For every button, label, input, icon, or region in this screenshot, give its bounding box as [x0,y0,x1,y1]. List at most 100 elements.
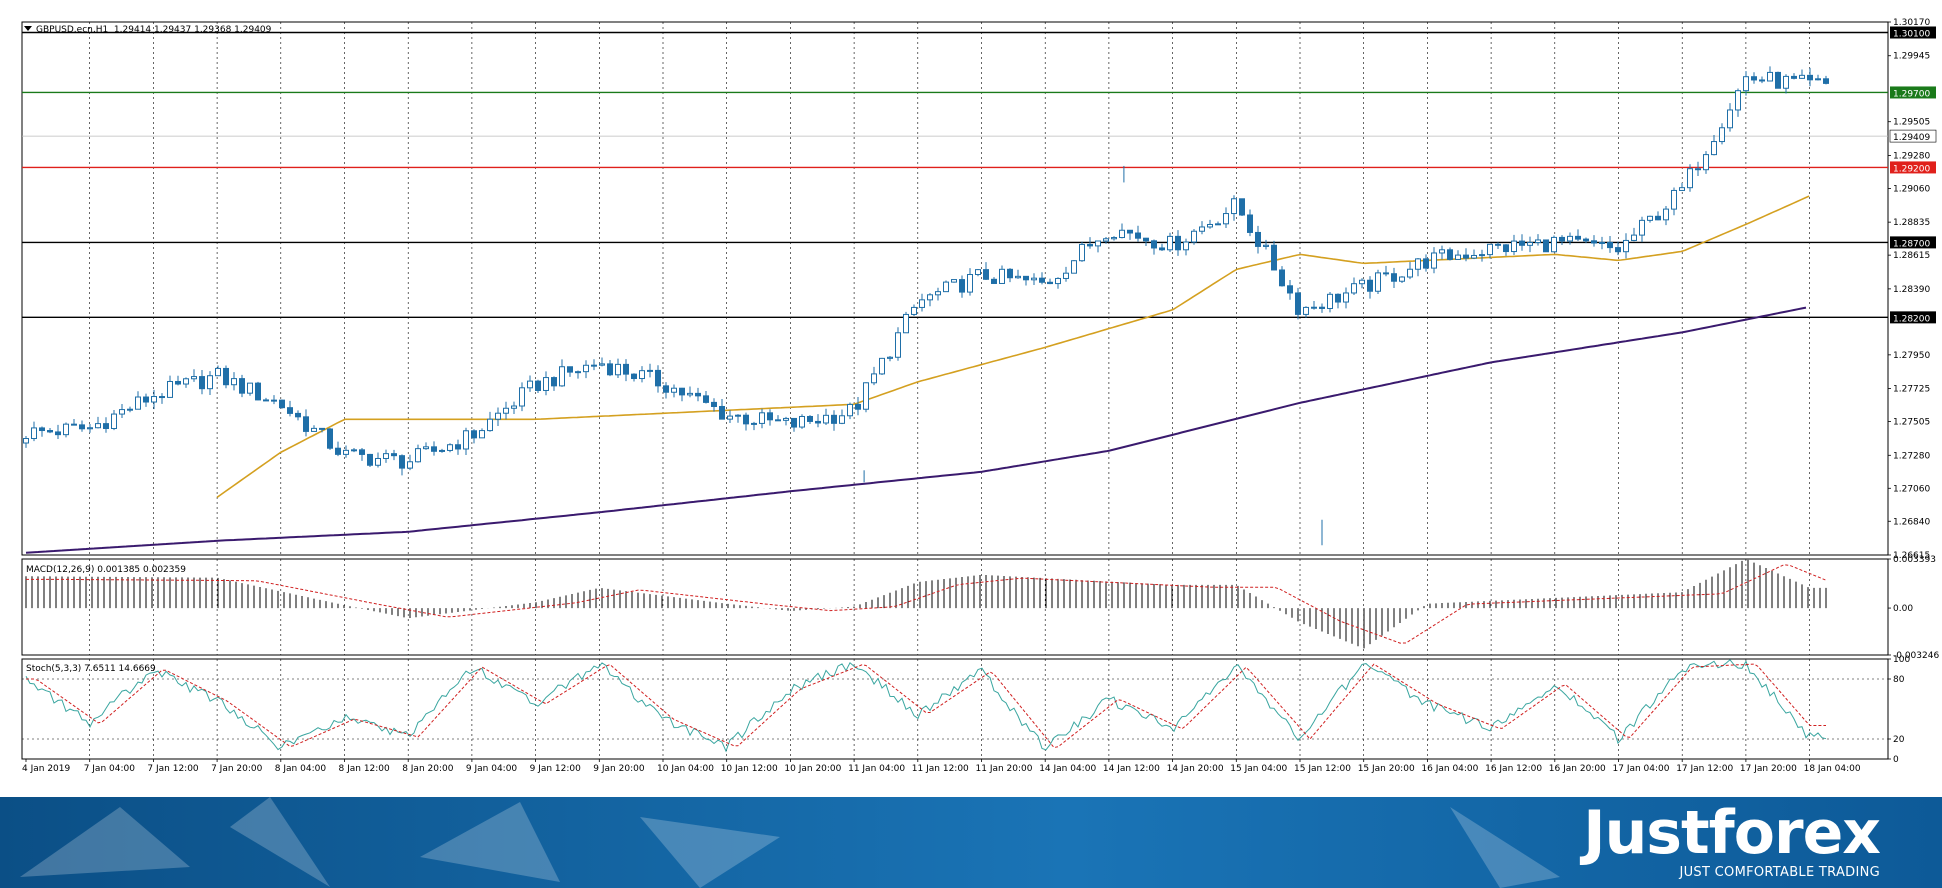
candle-body [159,396,165,399]
y-tick-label: 1.28835 [1893,218,1930,228]
candle-body [1479,254,1485,257]
stochastic-lines [22,659,1888,753]
candle-body [839,415,845,424]
candle-body [199,376,205,390]
candle-body [711,401,717,407]
candle-body [543,377,549,391]
candle-body [1407,268,1413,278]
x-tick-label: 10 Jan 20:00 [784,764,841,774]
candle-body [423,446,429,450]
candle-body [359,449,365,455]
x-tick-label: 14 Jan 12:00 [1103,764,1160,774]
candle-body [527,380,533,389]
candle-body [935,291,941,296]
candle-body [351,449,357,452]
candle-body [583,364,589,373]
candle-body [1151,240,1157,249]
candle-body [831,414,837,424]
candle-body [1703,154,1709,171]
candle-body [1399,276,1405,282]
x-tick-label: 8 Jan 12:00 [339,764,391,774]
candle-body [671,387,677,393]
candle-body [463,430,469,450]
candle-body [823,414,829,424]
candle-body [335,447,341,455]
candle-body [1527,242,1533,246]
candle-body [1415,258,1421,270]
candle-body [1159,247,1165,251]
ma-fast-line [216,195,1810,498]
candle-body [1167,235,1173,251]
candle-body [1039,277,1045,283]
candle-body [1223,213,1229,225]
candle-body [1487,243,1493,256]
candle-body [511,405,517,409]
candle-body [887,356,893,359]
candle-body [927,294,933,301]
x-tick-label: 15 Jan 04:00 [1230,764,1287,774]
candle-body [631,373,637,380]
bid-price-tag [1889,129,1937,143]
dropdown-triangle-icon[interactable] [24,26,32,31]
ma-slow-path [25,306,1807,554]
candle-body [1183,241,1189,251]
candle-body [567,366,573,373]
candle-body [695,392,701,397]
candle-body [1543,239,1549,253]
price-chart[interactable]: 1.30100 1.29700 1.29200 1.28700 1.28200 1.294… [0,0,1942,797]
candle-body [663,385,669,393]
time-axis: 4 Jan 2019 7 Jan 04:00 7 Jan 12:00 7 Jan 20… [22,759,1861,774]
candle-body [151,396,157,403]
candle-body [471,430,477,439]
candle-body [487,418,493,432]
candle-body [479,430,485,439]
x-tick-label: 16 Jan 04:00 [1421,764,1478,774]
candle-body [1815,78,1821,81]
candle-body [719,405,725,420]
candle-body [135,396,141,410]
stoch-signal-line [26,663,1826,749]
candle-body [447,444,453,451]
candle-body [55,431,61,436]
y-tick-label: 0.00 [1893,604,1913,614]
x-tick-label: 16 Jan 12:00 [1485,764,1542,774]
candle-body [855,403,861,410]
candle-body [1175,235,1181,251]
candle-body [1079,243,1085,262]
x-tick-label: 16 Jan 20:00 [1549,764,1606,774]
candle-body [1007,268,1013,279]
horizontal-levels[interactable]: 1.30100 1.29700 1.29200 1.28700 1.28200 1.294… [22,26,1937,324]
candle-body [439,449,445,452]
candle-body [119,409,125,415]
x-tick-label: 9 Jan 12:00 [530,764,582,774]
candle-body [991,278,997,284]
x-tick-label: 4 Jan 2019 [22,764,70,774]
ma-slow-line [25,306,1807,554]
candle-body [79,424,85,430]
candle-body [1031,277,1037,281]
candle-body [231,378,237,386]
candle-body [1679,187,1685,191]
candle-body [383,453,389,459]
candle-body [1391,273,1397,282]
candle-body [1255,231,1261,247]
candle-body [1191,230,1197,243]
candle-body [519,387,525,407]
candle-body [207,375,213,390]
candle-body [1751,76,1757,81]
candle-body [1143,237,1149,242]
candle-body [895,332,901,358]
candle-body [303,416,309,432]
justforex-logo[interactable]: Justforex [1583,798,1881,868]
level-price-tag [1890,236,1936,249]
candle-body [1455,254,1461,260]
candle-body [375,457,381,466]
candle-body [1535,239,1541,244]
candle-body [1383,272,1389,275]
x-tick-label: 18 Jan 04:00 [1804,764,1861,774]
candle-body [1287,285,1293,294]
candle-body [1735,90,1741,111]
x-tick-label: 11 Jan 04:00 [848,764,905,774]
candle-body [1551,236,1557,253]
x-tick-label: 9 Jan 20:00 [593,764,645,774]
